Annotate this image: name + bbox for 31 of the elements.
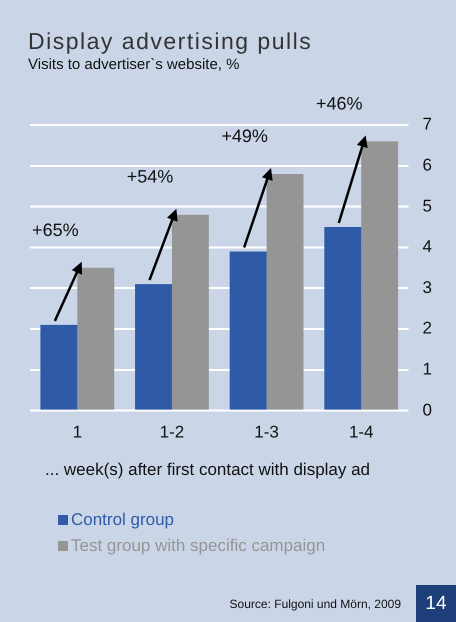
legend-label: Control group [71, 510, 174, 530]
text: 14 [416, 585, 456, 622]
y-tick-label: 1 [422, 359, 432, 378]
y-tick-label: 2 [422, 318, 432, 338]
y-tick-label: 6 [422, 155, 432, 174]
bar [230, 251, 267, 410]
bar [324, 227, 362, 410]
bar [77, 268, 114, 410]
annotation: +49% [221, 126, 268, 146]
chart-subtitle: Visits to advertiser`s website, % [28, 56, 240, 73]
annotation: +65% [32, 220, 79, 240]
bar [40, 324, 78, 410]
bar [266, 174, 304, 410]
y-tick-label: 7 [422, 114, 432, 134]
x-tick-label: 1 [72, 422, 82, 442]
x-tick-label: 1-2 [160, 422, 184, 442]
annotation: +54% [126, 166, 174, 187]
x-axis-title: ... week(s) after first contact with display ad [45, 459, 372, 481]
source-note: Source: Fulgoni und Mörn, 2009 [230, 597, 401, 611]
x-tick-label: 1-4 [348, 422, 374, 442]
y-tick-label: 3 [422, 278, 432, 297]
annotation: +46% [316, 93, 362, 114]
y-tick-label: 0 [422, 400, 432, 420]
bar [135, 284, 172, 410]
legend-label: Test group with specific campaign [71, 536, 326, 556]
bar [361, 141, 398, 410]
bar [172, 214, 209, 410]
chart-title: Display advertising pulls [28, 28, 312, 55]
y-tick-label: 4 [422, 237, 432, 256]
x-tick-label: 1-3 [254, 422, 279, 442]
y-tick-label: 5 [422, 196, 432, 216]
